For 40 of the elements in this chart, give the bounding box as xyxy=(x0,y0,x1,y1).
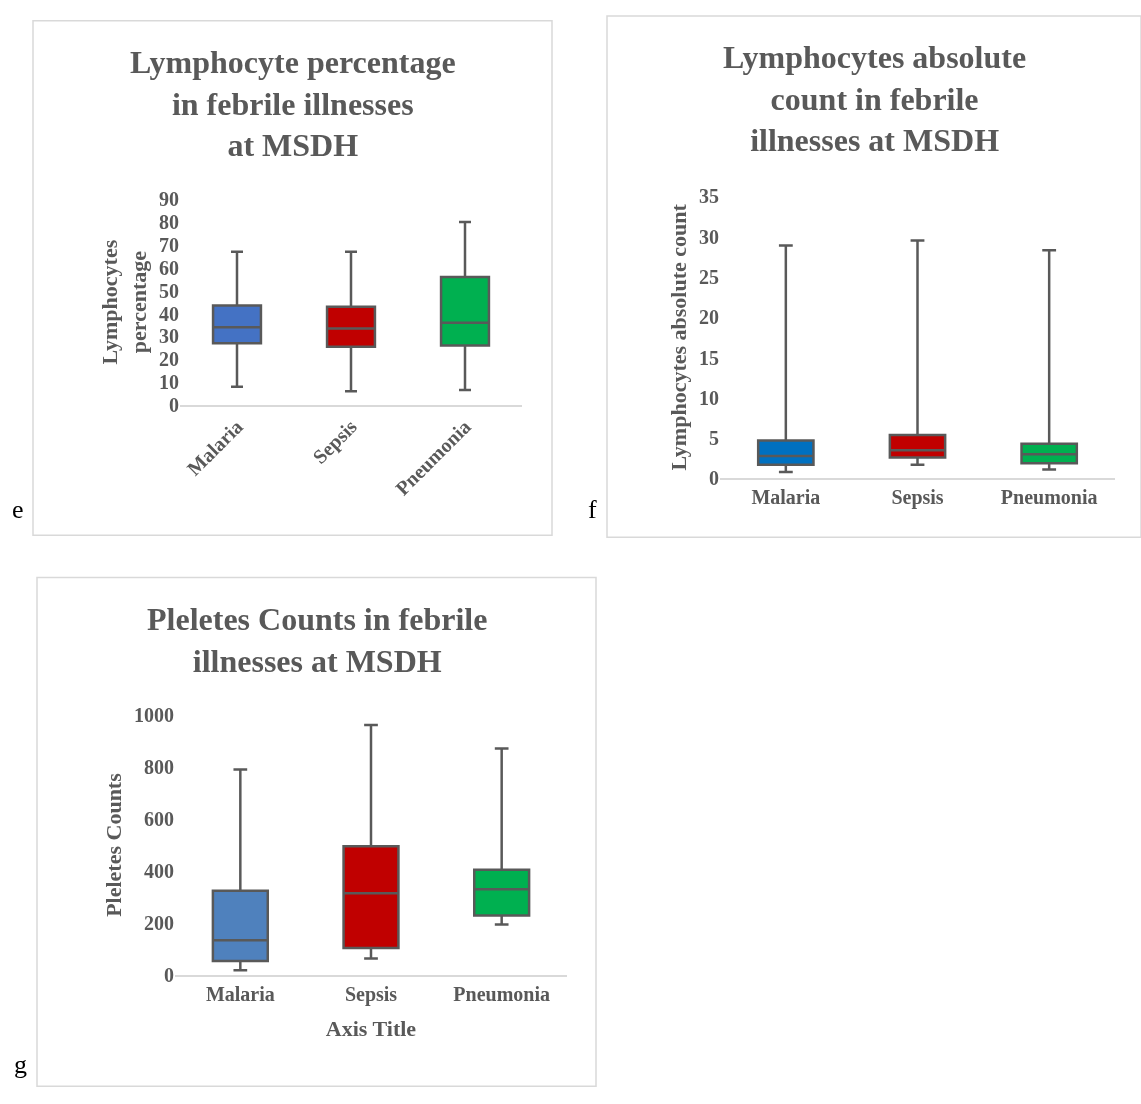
y-tick-label: 200 xyxy=(144,912,174,935)
y-tick-label: 800 xyxy=(144,755,174,778)
y-tick-label: 5 xyxy=(709,427,719,450)
x-axis-title: Axis Title xyxy=(325,1015,417,1041)
y-axis-title: Lymphocytes absolute count xyxy=(665,203,691,471)
y-tick-label: 90 xyxy=(159,188,179,211)
y-tick-label: 15 xyxy=(699,346,719,369)
chart-title: Pleletes Counts in febrile illnesses at MSDH xyxy=(147,601,488,679)
x-tick-label: Sepsis xyxy=(344,983,398,1007)
x-tick-label: Malaria xyxy=(205,983,275,1006)
y-axis-title: Pleletes Counts xyxy=(100,772,126,917)
text: e xyxy=(12,495,24,524)
y-tick-label: 20 xyxy=(699,306,719,329)
y-tick-label: 30 xyxy=(159,325,179,348)
y-tick-label: 0 xyxy=(169,393,179,416)
text: f xyxy=(588,495,597,524)
chart-title: Lymphocyte percentage in febrile illnesses at MSDH xyxy=(130,44,456,164)
y-tick-label: 35 xyxy=(699,185,719,208)
y-tick-label: 1000 xyxy=(134,703,174,726)
y-tick-label: 50 xyxy=(159,279,179,302)
x-tick-label: Pneumonia xyxy=(453,983,551,1006)
y-tick-label: 600 xyxy=(144,807,174,830)
y-tick-label: 80 xyxy=(159,211,179,234)
y-tick-label: 20 xyxy=(159,348,179,371)
y-tick-label: 70 xyxy=(159,233,179,256)
x-tick-label: Malaria xyxy=(751,486,821,509)
y-tick-label: 30 xyxy=(699,225,719,248)
y-tick-label: 0 xyxy=(164,964,174,987)
y-tick-label: 400 xyxy=(144,860,174,883)
y-tick-label: 60 xyxy=(159,256,179,279)
x-tick-label: Sepsis xyxy=(891,486,944,510)
y-axis-title: Lymphocytes percentage xyxy=(97,239,151,365)
text: g xyxy=(14,1050,27,1079)
y-tick-label: 25 xyxy=(699,265,719,288)
y-tick-label: 0 xyxy=(709,467,719,490)
y-tick-label: 40 xyxy=(159,302,179,325)
y-tick-label: 10 xyxy=(159,371,179,394)
chart-title: Lymphocytes absolute count in febrile illnesses at MSDH xyxy=(723,39,1027,159)
x-tick-label: Pneumonia xyxy=(1000,486,1098,509)
y-tick-label: 10 xyxy=(699,386,719,409)
